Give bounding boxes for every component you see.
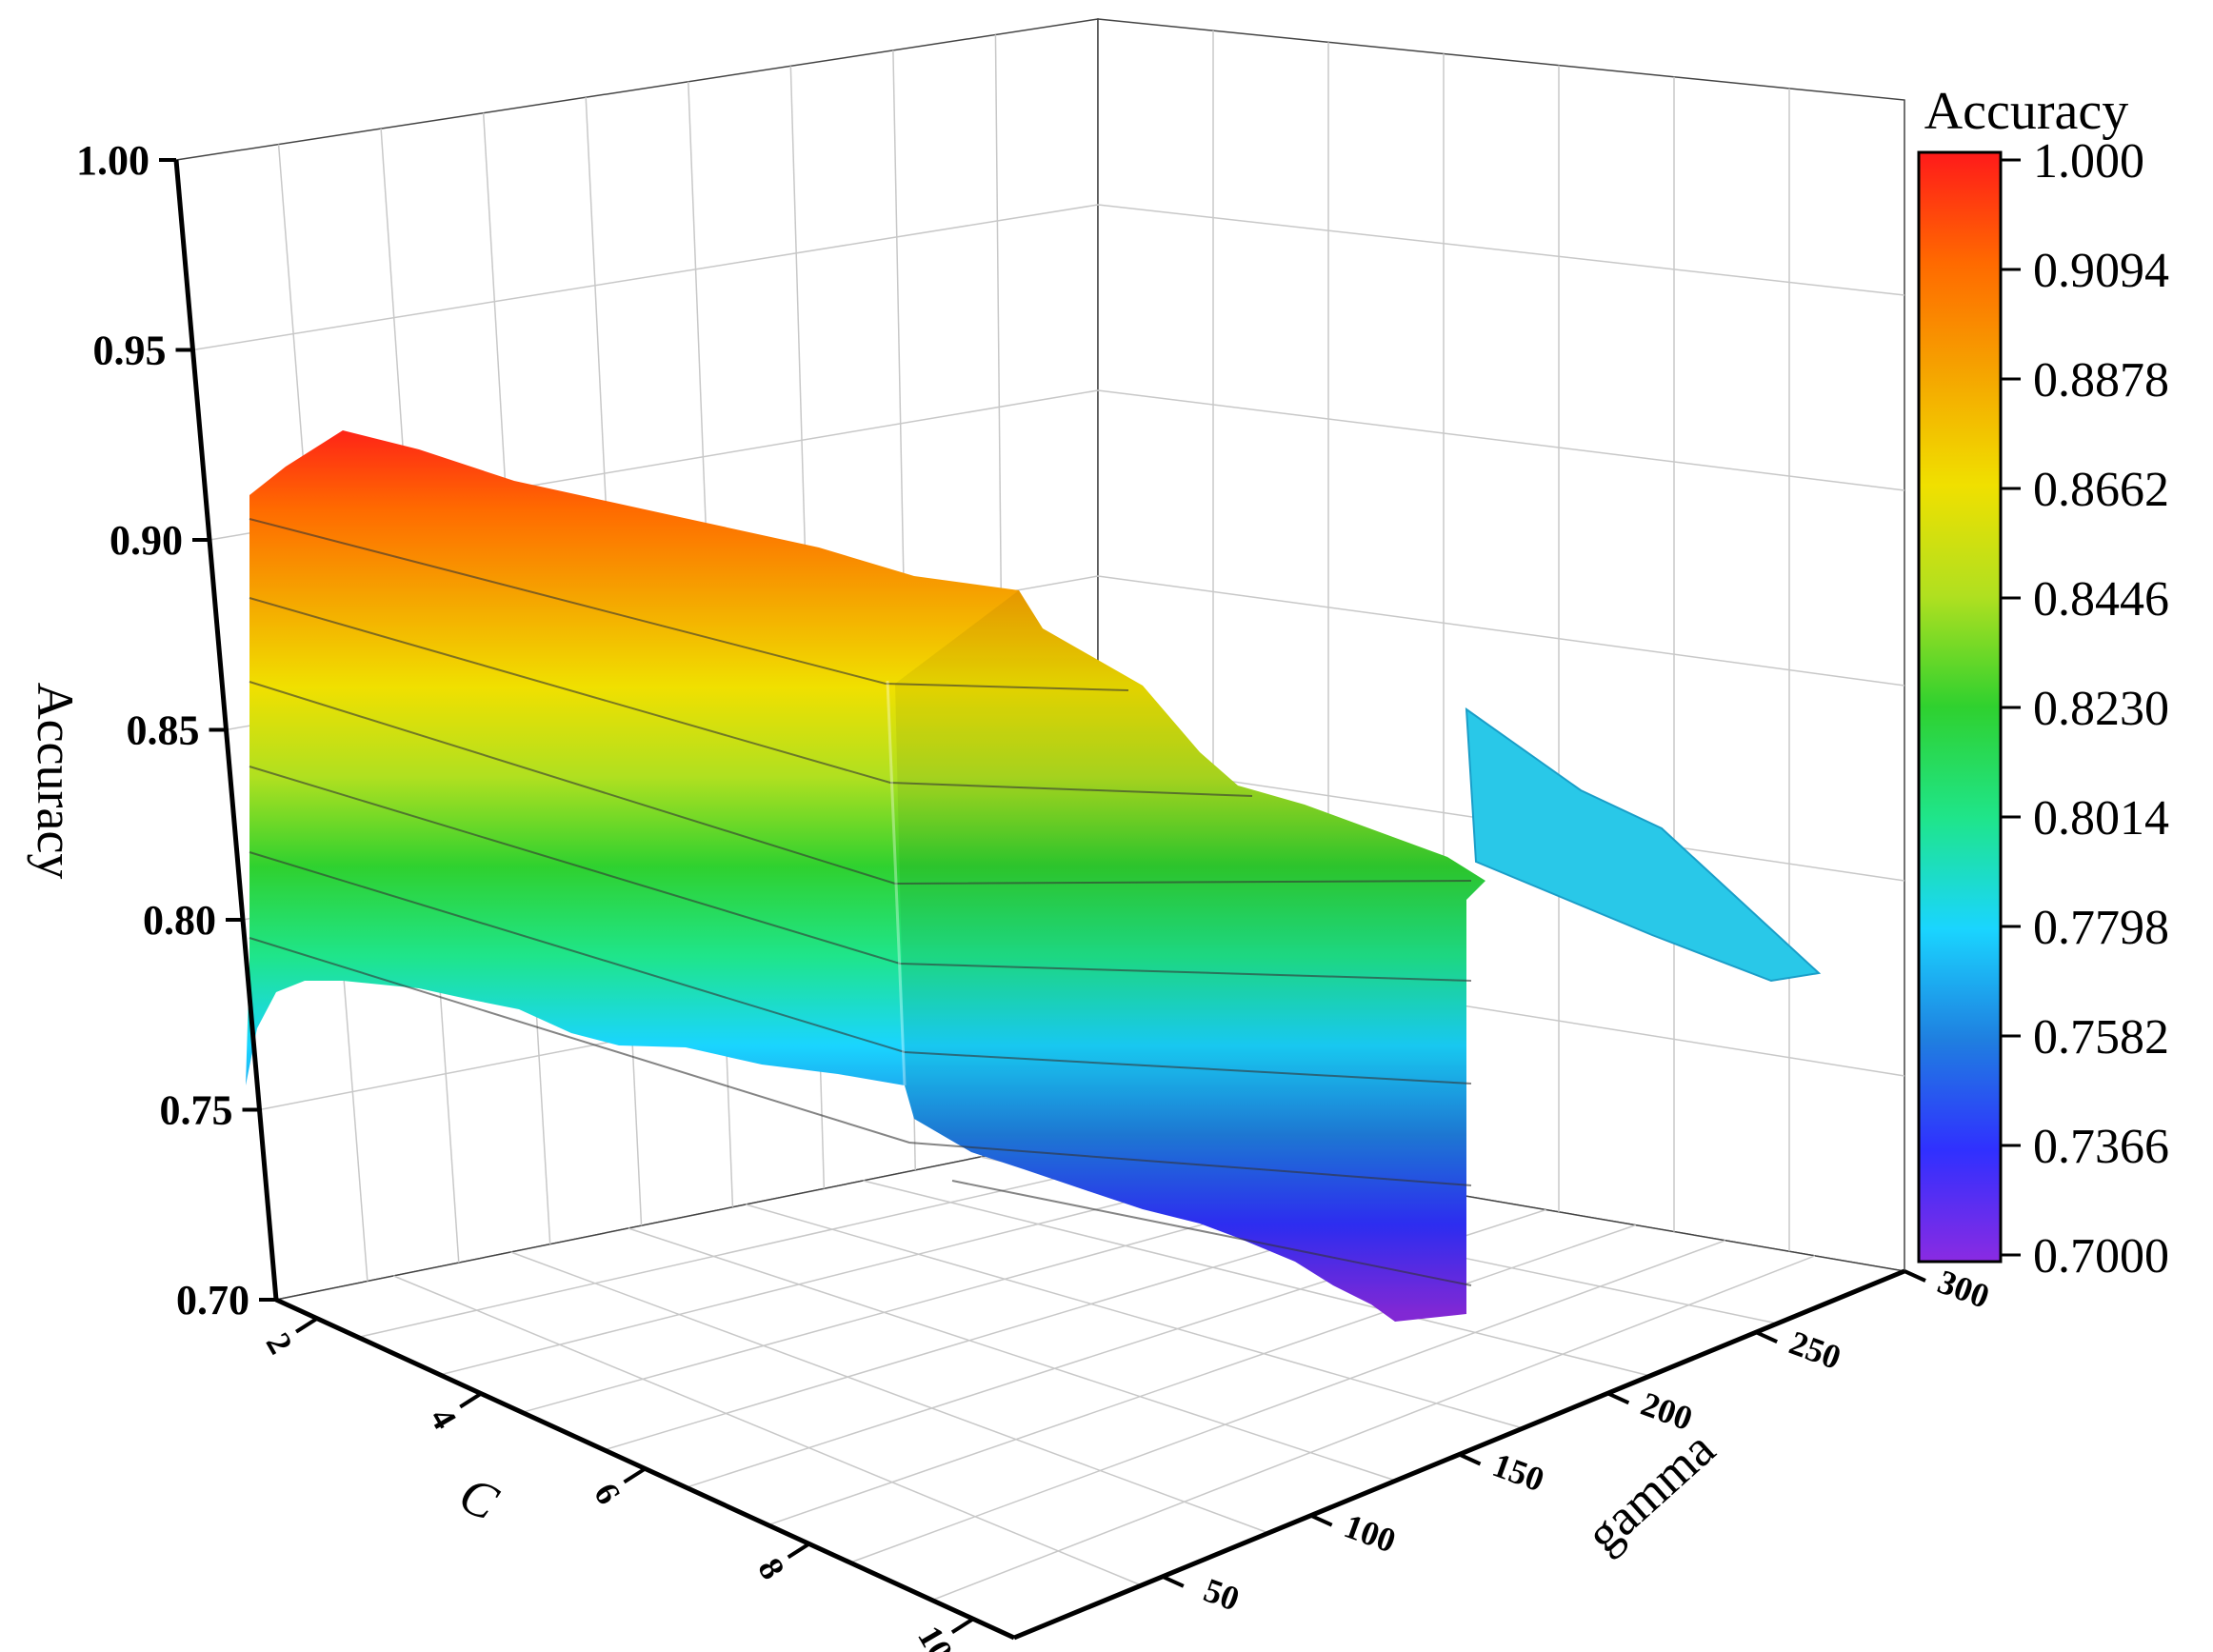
grid-line: [849, 1240, 1726, 1563]
surface-fold-edge: [886, 680, 907, 1086]
colorbar-tick-label: 0.7000: [2033, 1229, 2169, 1284]
c-tick-label: 2: [259, 1326, 301, 1361]
colorbar-ticks: 1.000 0.9094 0.8878 0.8662 0.8446 0.8230 0.801…: [2001, 134, 2169, 1284]
colorbar-title: Accuracy: [1924, 82, 2129, 141]
grid-line: [392, 1275, 1142, 1586]
c-tick-mark: [459, 1391, 483, 1409]
contour-lines: [249, 518, 1472, 1286]
gamma-tick-mark: [1162, 1575, 1185, 1588]
z-tick-label: 0.80: [143, 897, 216, 944]
surface-top-far: [1465, 707, 1822, 983]
z-tick-label: 0.85: [127, 707, 200, 754]
grid-line: [1097, 575, 1905, 687]
c-tick-mark: [787, 1542, 810, 1560]
gamma-tick-label: 250: [1784, 1324, 1845, 1377]
z-axis-ticks: 0.70 0.75 0.80 0.85 0.90 0.95 1.00: [76, 137, 276, 1324]
grid-line: [1097, 204, 1905, 296]
contour-line: [249, 851, 1472, 1085]
z-tick-label: 0.90: [110, 517, 183, 564]
colorbar-tick-label: 0.7798: [2033, 901, 2169, 955]
grid-line: [628, 1227, 1396, 1482]
colorbar-tick-label: 0.8662: [2033, 463, 2169, 517]
colorbar-scale: [1917, 150, 2003, 1264]
grid-line: [192, 204, 1099, 351]
grid-line: [768, 1224, 1636, 1526]
contour-line: [249, 597, 1253, 797]
gamma-tick-mark: [1309, 1513, 1333, 1527]
colorbar-tick-label: 0.8230: [2033, 682, 2169, 736]
grid-line: [357, 1147, 1188, 1339]
gamma-tick-label: 100: [1340, 1506, 1401, 1560]
colorbar-tick-label: 1.000: [2033, 134, 2144, 189]
z-tick-label: 0.75: [160, 1087, 233, 1134]
c-tick-label: 10: [910, 1620, 961, 1652]
colorbar-tick-label: 0.8878: [2033, 353, 2169, 408]
c-axis-title: C: [451, 1465, 508, 1532]
grid-line: [1097, 389, 1905, 491]
z-tick-label: 0.70: [176, 1277, 249, 1324]
z-tick-label: 1.00: [76, 137, 150, 184]
gamma-tick-mark: [1458, 1452, 1482, 1466]
grid-line: [510, 1251, 1269, 1534]
colorbar-tick-label: 0.7366: [2033, 1120, 2169, 1174]
contour-line: [249, 766, 1472, 982]
c-tick-label: 4: [423, 1402, 465, 1436]
gamma-tick-label: 150: [1487, 1445, 1548, 1499]
c-tick-label: 6: [587, 1477, 628, 1511]
gamma-tick-label: 50: [1199, 1571, 1245, 1619]
z-axis-title: Accuracy: [27, 683, 84, 880]
gamma-tick-mark: [1606, 1391, 1630, 1405]
c-tick-mark: [950, 1617, 975, 1634]
contour-line: [249, 681, 1472, 886]
grid-line: [931, 1255, 1816, 1602]
z-tick-label: 0.95: [93, 328, 167, 374]
gamma-axis-title: gamma: [1575, 1420, 1725, 1563]
grid-line: [863, 1180, 1651, 1377]
colorbar-tick-label: 0.8446: [2033, 572, 2169, 627]
grid-line: [745, 1204, 1524, 1429]
surface-shadow-right: [895, 590, 1485, 1322]
colorbar-tick-label: 0.8014: [2033, 791, 2169, 846]
colorbar-tick-label: 0.7582: [2033, 1010, 2169, 1065]
contour-line: [951, 1180, 1472, 1286]
colorbar: Accuracy 1.000 0.9094 0.8878 0.8662 0.8446 0.…: [1917, 82, 2169, 1284]
gamma-tick-mark: [1904, 1269, 1926, 1283]
contour-line: [249, 518, 1129, 691]
surface-face-left: [246, 430, 1485, 1322]
accuracy-surface: [246, 430, 1822, 1322]
c-tick-mark: [294, 1317, 319, 1334]
c-tick-label: 8: [750, 1552, 792, 1586]
gamma-tick-label: 300: [1933, 1263, 1994, 1316]
c-tick-mark: [623, 1466, 647, 1484]
gamma-tick-mark: [1755, 1330, 1778, 1343]
contour-line: [249, 937, 1472, 1186]
colorbar-tick-label: 0.9094: [2033, 244, 2169, 298]
